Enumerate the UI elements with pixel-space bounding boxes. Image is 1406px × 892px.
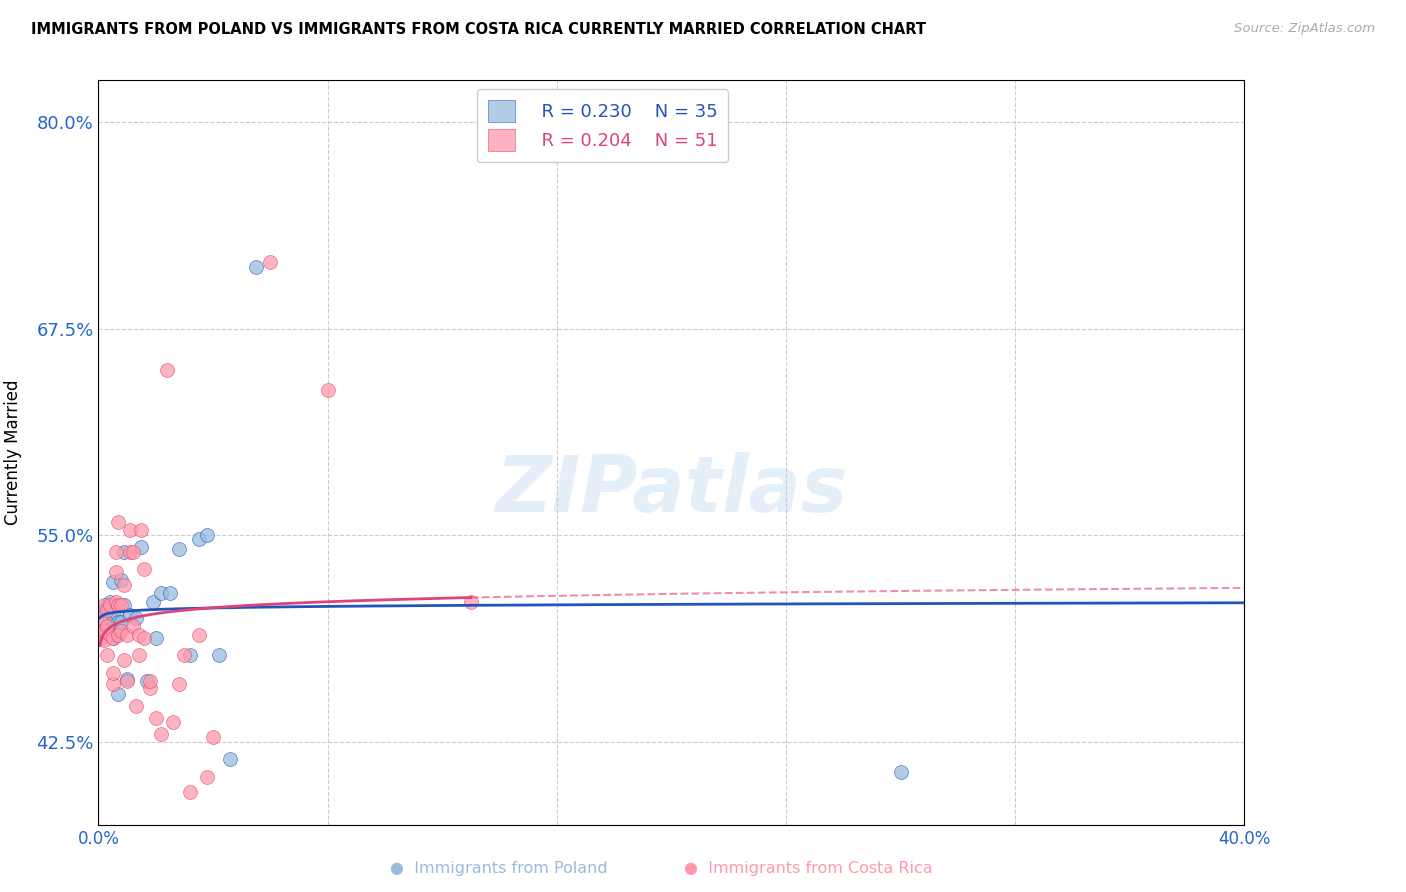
Point	[112, 652, 135, 666]
Point	[145, 631, 167, 645]
Text: IMMIGRANTS FROM POLAND VS IMMIGRANTS FROM COSTA RICA CURRENTLY MARRIED CORRELATI: IMMIGRANTS FROM POLAND VS IMMIGRANTS FRO…	[31, 22, 927, 37]
Point	[156, 363, 179, 377]
Point	[195, 528, 218, 542]
Point	[96, 603, 118, 617]
Point	[136, 674, 159, 689]
Point	[112, 578, 135, 592]
Point	[107, 515, 129, 529]
Point	[889, 765, 911, 780]
Point	[219, 752, 242, 766]
Point	[159, 586, 181, 600]
Point	[101, 607, 124, 622]
Point	[110, 615, 132, 629]
Point	[142, 594, 165, 608]
Point	[245, 260, 267, 275]
Point	[316, 383, 339, 397]
Point	[93, 616, 115, 631]
Point	[93, 632, 115, 647]
Point	[118, 524, 141, 538]
Point	[107, 687, 129, 701]
Point	[110, 573, 132, 587]
Point	[98, 611, 121, 625]
Point	[90, 611, 112, 625]
Point	[128, 648, 150, 662]
Point	[162, 715, 184, 730]
Point	[187, 532, 209, 546]
Point	[96, 598, 118, 612]
Point	[98, 628, 121, 642]
Point	[93, 598, 115, 612]
Point	[139, 674, 162, 689]
Text: ZIPatlas: ZIPatlas	[495, 452, 848, 528]
Point	[128, 628, 150, 642]
Point	[115, 628, 138, 642]
Legend:   R = 0.230    N = 35,   R = 0.204    N = 51: R = 0.230 N = 35, R = 0.204 N = 51	[477, 89, 728, 162]
Text: Source: ZipAtlas.com: Source: ZipAtlas.com	[1234, 22, 1375, 36]
Point	[110, 624, 132, 639]
Point	[150, 727, 173, 741]
Point	[115, 674, 138, 689]
Point	[460, 594, 482, 608]
Point	[167, 541, 190, 556]
Point	[107, 628, 129, 642]
Point	[101, 665, 124, 680]
Text: ●  Immigrants from Poland: ● Immigrants from Poland	[391, 861, 607, 876]
Point	[104, 594, 127, 608]
Point	[96, 648, 118, 662]
Point	[115, 673, 138, 687]
Point	[134, 631, 156, 645]
Point	[173, 648, 195, 662]
Point	[118, 545, 141, 559]
Point	[121, 545, 143, 559]
Point	[98, 594, 121, 608]
Point	[150, 586, 173, 600]
Point	[93, 624, 115, 639]
Point	[195, 770, 218, 784]
Point	[259, 255, 281, 269]
Point	[145, 710, 167, 724]
Point	[167, 677, 190, 691]
Point	[101, 574, 124, 589]
Point	[104, 545, 127, 559]
Point	[101, 631, 124, 645]
Point	[131, 540, 153, 554]
Point	[118, 607, 141, 622]
Point	[101, 677, 124, 691]
Y-axis label: Currently Married: Currently Married	[4, 380, 22, 525]
Point	[104, 606, 127, 620]
Point	[179, 785, 201, 799]
Point	[124, 698, 146, 713]
Point	[124, 611, 146, 625]
Point	[90, 631, 112, 645]
Point	[90, 631, 112, 645]
Point	[107, 598, 129, 612]
Point	[90, 624, 112, 639]
Point	[208, 648, 231, 662]
Point	[179, 648, 201, 662]
Point	[93, 603, 115, 617]
Point	[112, 545, 135, 559]
Point	[110, 598, 132, 612]
Point	[96, 623, 118, 637]
Text: ●  Immigrants from Costa Rica: ● Immigrants from Costa Rica	[685, 861, 932, 876]
Point	[101, 631, 124, 645]
Point	[187, 628, 209, 642]
Point	[107, 615, 129, 629]
Point	[139, 681, 162, 695]
Point	[104, 628, 127, 642]
Point	[98, 598, 121, 612]
Point	[96, 619, 118, 633]
Point	[112, 598, 135, 612]
Point	[202, 731, 225, 745]
Point	[104, 565, 127, 579]
Point	[121, 619, 143, 633]
Point	[131, 524, 153, 538]
Point	[134, 561, 156, 575]
